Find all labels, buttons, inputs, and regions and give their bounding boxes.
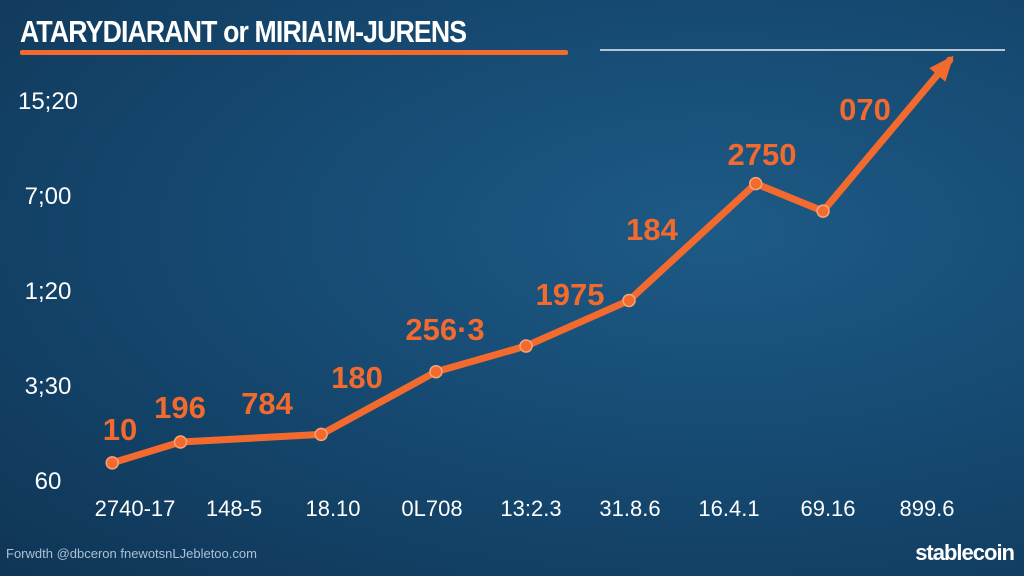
footer-text: Forwdth @dbceron fnewotsnLJebletoo.com (6, 546, 257, 561)
data-point (173, 435, 188, 449)
data-point (429, 364, 443, 379)
data-label: 180 (331, 360, 383, 395)
y-tick-label: 60 (35, 468, 62, 495)
data-label: 1975 (536, 277, 605, 312)
y-tick-label: 1;20 (25, 278, 72, 305)
data-point (314, 427, 328, 442)
x-tick-label: 148-5 (206, 496, 262, 521)
data-label: 784 (241, 386, 293, 421)
x-tick-label: 0L708 (401, 496, 462, 521)
data-point (816, 204, 830, 218)
data-point (748, 176, 763, 191)
series-line (108, 56, 954, 467)
data-point (622, 293, 636, 308)
chart-title: ATARYDIARANT or MIRIA!M-JURENS (20, 14, 467, 49)
x-tick-label: 69.16 (800, 496, 855, 521)
y-tick-label: 15;20 (18, 88, 78, 115)
data-label: 184 (626, 212, 678, 247)
brand-logo: stablecoin (915, 540, 1015, 565)
title-underline (20, 50, 568, 55)
data-label: 070 (839, 92, 891, 127)
data-point (519, 339, 533, 353)
data-label: 2750 (728, 137, 797, 172)
x-tick-label: 2740-17 (95, 496, 176, 521)
data-label: 256·3 (405, 312, 484, 347)
x-tick-label: 18.10 (305, 496, 360, 521)
y-tick-label: 3;30 (25, 373, 72, 400)
data-point (105, 456, 119, 470)
x-tick-label: 31.8.6 (599, 496, 660, 521)
y-tick-label: 7;00 (25, 183, 72, 210)
x-tick-label: 16.4.1 (698, 496, 759, 521)
x-tick-label: 899.6 (899, 496, 954, 521)
data-label: 10 (103, 412, 137, 447)
x-tick-label: 13:2.3 (500, 496, 561, 521)
data-label: 196 (154, 390, 206, 425)
arrow-head (929, 55, 954, 82)
